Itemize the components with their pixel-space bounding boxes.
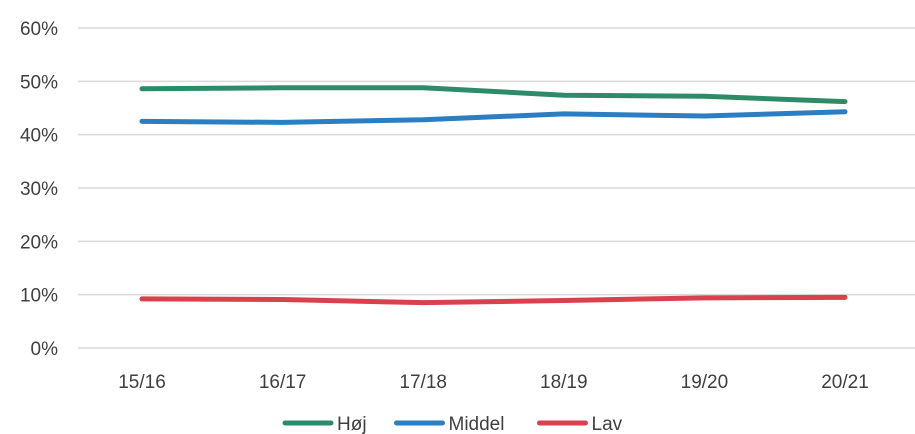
legend-label-lav: Lav xyxy=(592,414,623,434)
y-tick-label: 10% xyxy=(20,286,58,307)
y-tick-label: 60% xyxy=(20,19,58,40)
y-tick-label: 30% xyxy=(20,179,58,200)
y-tick-label: 50% xyxy=(20,72,58,93)
x-tick-label: 20/21 xyxy=(821,372,869,393)
y-axis-tick-labels: 0% 10% 20% 30% 40% 50% 60% xyxy=(20,19,58,360)
x-tick-label: 17/18 xyxy=(399,372,447,393)
y-tick-label: 0% xyxy=(31,339,59,360)
x-tick-label: 15/16 xyxy=(118,372,166,393)
series-line-lav xyxy=(139,294,848,306)
series-line-middel xyxy=(139,109,848,125)
x-axis-tick-labels: 15/16 16/17 17/18 18/19 19/20 20/21 xyxy=(118,372,869,393)
y-tick-label: 20% xyxy=(20,232,58,253)
legend-label-middel: Middel xyxy=(449,414,505,434)
x-tick-label: 18/19 xyxy=(540,372,588,393)
gridlines xyxy=(78,27,915,349)
y-tick-label: 40% xyxy=(20,126,58,147)
legend: Høj Middel Lav xyxy=(282,414,623,434)
legend-label-høj: Høj xyxy=(337,414,367,434)
series-lines xyxy=(139,85,848,306)
series-line-høj xyxy=(139,85,848,105)
x-tick-label: 19/20 xyxy=(681,372,729,393)
x-tick-label: 16/17 xyxy=(259,372,307,393)
